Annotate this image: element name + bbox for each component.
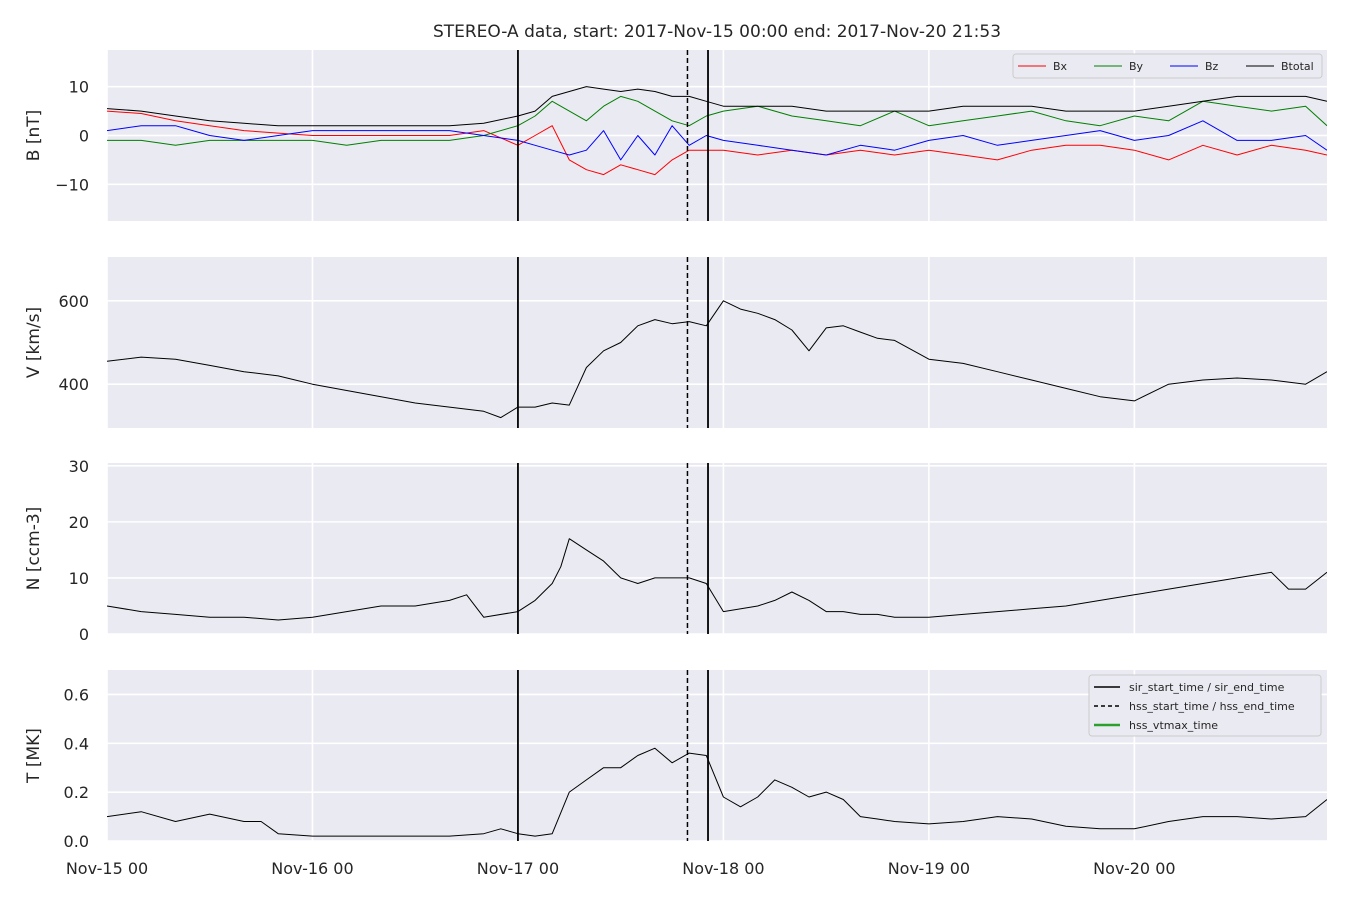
legend-magnetic: Bx By Bz Btotal bbox=[1012, 53, 1323, 79]
legend-events: sir_start_time / sir_end_time hss_start_t… bbox=[1088, 674, 1322, 737]
panel-magnetic-field: 10 0 −10 B [nT] Bx By Bz Btotal bbox=[24, 50, 1327, 221]
y-tick-label: 400 bbox=[58, 375, 89, 394]
y-axis-label: V [km/s] bbox=[24, 307, 44, 378]
x-tick-label: Nov-15 00 bbox=[66, 859, 148, 878]
x-tick-label: Nov-18 00 bbox=[682, 859, 764, 878]
figure-title: STEREO-A data, start: 2017-Nov-15 00:00 … bbox=[433, 22, 1001, 42]
series-line-by bbox=[107, 95, 1327, 146]
x-tick-label: Nov-16 00 bbox=[271, 859, 353, 878]
y-tick-label: 0 bbox=[79, 625, 89, 644]
legend-label: hss_vtmax_time bbox=[1129, 719, 1218, 732]
panel-density: 30 20 10 0 N [ccm-3] bbox=[24, 457, 1327, 644]
panel-background bbox=[107, 463, 1327, 634]
series-line-n bbox=[107, 538, 1327, 621]
series-line-t bbox=[107, 747, 1327, 837]
panels: 10 0 −10 B [nT] Bx By Bz Btotal 600 400 V [km/s] 30… bbox=[24, 50, 1327, 851]
y-tick-label: 600 bbox=[58, 292, 89, 311]
y-tick-label: 0.0 bbox=[64, 832, 89, 851]
panel-background bbox=[107, 257, 1327, 428]
series-line-btotal bbox=[107, 86, 1327, 127]
y-tick-label: −10 bbox=[55, 175, 89, 194]
series-line-bx bbox=[107, 110, 1327, 176]
y-tick-label: 10 bbox=[69, 78, 89, 97]
y-tick-label: 30 bbox=[69, 457, 89, 476]
legend-label: Btotal bbox=[1281, 60, 1314, 73]
y-axis-label: T [MK] bbox=[24, 728, 44, 784]
y-tick-label: 20 bbox=[69, 513, 89, 532]
legend-label: sir_start_time / sir_end_time bbox=[1129, 681, 1285, 694]
legend-label: Bz bbox=[1205, 60, 1219, 73]
legend-label: hss_start_time / hss_end_time bbox=[1129, 700, 1295, 713]
y-tick-label: 0.2 bbox=[64, 783, 89, 802]
x-tick-label: Nov-20 00 bbox=[1093, 859, 1175, 878]
y-axis-label: N [ccm-3] bbox=[24, 507, 44, 591]
y-tick-label: 0.6 bbox=[64, 685, 89, 704]
legend-label: Bx bbox=[1053, 60, 1068, 73]
legend-box bbox=[1088, 674, 1322, 737]
x-tick-label: Nov-19 00 bbox=[888, 859, 970, 878]
x-axis: Nov-15 00 Nov-16 00 Nov-17 00 Nov-18 00 Nov-… bbox=[66, 859, 1176, 878]
series-line-v bbox=[107, 300, 1327, 419]
legend-box bbox=[1012, 53, 1323, 79]
y-axis-label: B [nT] bbox=[24, 110, 44, 162]
panel-temperature: 0.6 0.4 0.2 0.0 T [MK] sir_start_time / sir_e… bbox=[24, 670, 1327, 851]
legend-label: By bbox=[1129, 60, 1144, 73]
y-tick-label: 10 bbox=[69, 569, 89, 588]
series-line-bz bbox=[107, 120, 1327, 161]
x-tick-label: Nov-17 00 bbox=[477, 859, 559, 878]
panel-speed: 600 400 V [km/s] bbox=[24, 257, 1327, 428]
y-tick-label: 0.4 bbox=[64, 734, 89, 753]
y-tick-label: 0 bbox=[79, 127, 89, 146]
